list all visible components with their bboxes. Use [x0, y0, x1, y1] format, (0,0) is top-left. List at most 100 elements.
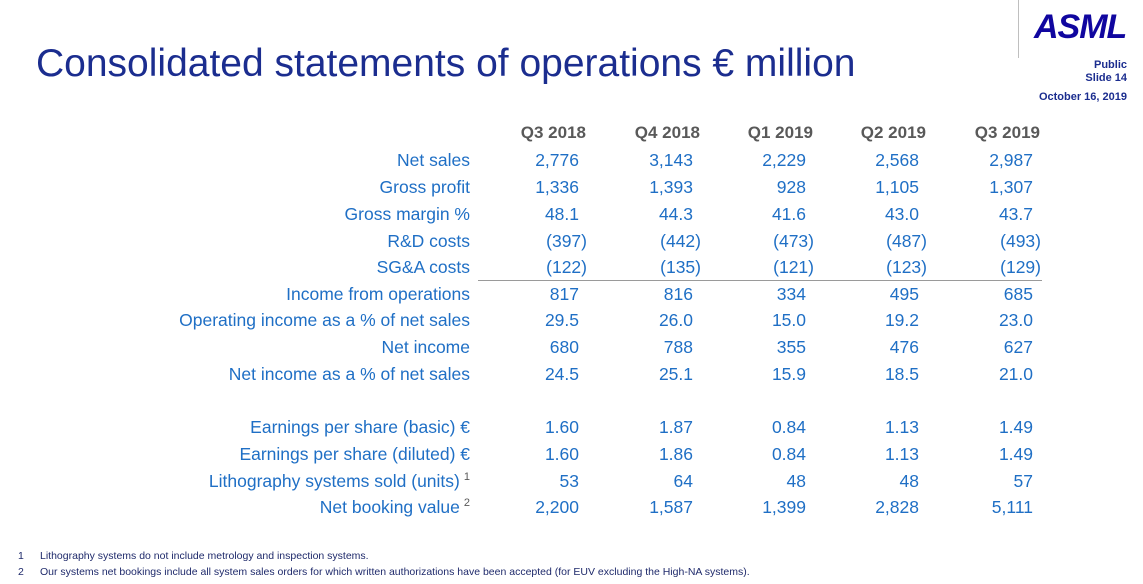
table-cell: (135)	[660, 257, 701, 277]
column-header: Q3 2018	[520, 123, 586, 142]
row-label: Gross margin %	[345, 204, 470, 225]
table-cell: 1.13	[884, 417, 919, 437]
table-cell: 627	[1003, 337, 1033, 357]
table-cell: 2,568	[875, 150, 919, 170]
footnote-text: Lithography systems do not include metro…	[40, 550, 369, 562]
slide-date: October 16, 2019	[1038, 91, 1127, 103]
table-cell: 44.3	[658, 204, 693, 224]
table-cell: 495	[889, 284, 919, 304]
footnote-ref: 2	[463, 497, 470, 510]
table-cell: 1.86	[658, 444, 693, 464]
column-header: Q2 2019	[860, 123, 926, 142]
table-cell: 3,143	[649, 150, 693, 170]
table-cell: 0.84	[771, 444, 806, 464]
table-cell: (122)	[546, 257, 587, 277]
table-cell: 1.60	[544, 444, 579, 464]
row-label: Net booking value 2	[320, 497, 470, 518]
footnote-text: Our systems net bookings include all sys…	[40, 566, 750, 578]
row-label-text: Gross margin %	[344, 204, 470, 224]
column-header: Q1 2019	[747, 123, 813, 142]
table-cell: 1.49	[998, 417, 1033, 437]
table-cell: (129)	[1000, 257, 1041, 277]
table-cell: 1,399	[762, 497, 806, 517]
row-label: Net sales	[397, 150, 470, 171]
row-label: Lithography systems sold (units) 1	[209, 471, 470, 492]
table-cell: (442)	[660, 231, 701, 251]
table-cell: 29.5	[544, 310, 579, 330]
table-cell: 788	[663, 337, 693, 357]
row-label: Net income	[381, 337, 470, 358]
table-cell: 2,200	[535, 497, 579, 517]
row-label: Earnings per share (diluted) €	[239, 444, 470, 465]
table-cell: 2,828	[875, 497, 919, 517]
classification-label: Public	[1093, 59, 1127, 71]
table-cell: 15.0	[771, 310, 806, 330]
table-cell: (487)	[886, 231, 927, 251]
row-label-text: Net income	[381, 337, 470, 357]
table-cell: 25.1	[658, 364, 693, 384]
table-cell: 15.9	[771, 364, 806, 384]
column-header: Q3 2019	[974, 123, 1040, 142]
table-cell: 43.0	[884, 204, 919, 224]
row-label: Operating income as a % of net sales	[179, 310, 470, 331]
table-cell: 476	[889, 337, 919, 357]
table-cell: 48	[899, 471, 919, 491]
table-cell: 0.84	[771, 417, 806, 437]
table-cell: 53	[559, 471, 579, 491]
table-cell: 817	[549, 284, 579, 304]
row-label-text: Earnings per share (diluted) €	[239, 444, 470, 464]
table-cell: 355	[776, 337, 806, 357]
table-cell: 1.60	[544, 417, 579, 437]
row-label: Earnings per share (basic) €	[250, 417, 470, 438]
table-cell: 2,987	[989, 150, 1033, 170]
table-cell: 1.49	[998, 444, 1033, 464]
table-cell: 685	[1003, 284, 1033, 304]
table-cell: 43.7	[998, 204, 1033, 224]
table-cell: 19.2	[884, 310, 919, 330]
row-label-text: SG&A costs	[376, 257, 470, 277]
table-cell: 57	[1013, 471, 1033, 491]
column-header: Q4 2018	[634, 123, 700, 142]
table-cell: 1,587	[649, 497, 693, 517]
table-cell: 816	[663, 284, 693, 304]
table-cell: 1.87	[658, 417, 693, 437]
corner-divider	[1018, 0, 1019, 58]
footnote-ref: 1	[463, 471, 470, 484]
table-cell: 48.1	[544, 204, 579, 224]
table-cell: 928	[776, 177, 806, 197]
table-cell: (397)	[546, 231, 587, 251]
footnote-number: 2	[18, 566, 24, 578]
row-label-text: Net income as a % of net sales	[228, 364, 470, 384]
table-separator	[478, 280, 1042, 281]
table-cell: 2,229	[762, 150, 806, 170]
row-label-text: Gross profit	[379, 177, 470, 197]
table-cell: 680	[549, 337, 579, 357]
table-cell: (473)	[773, 231, 814, 251]
table-cell: 24.5	[544, 364, 579, 384]
row-label: SG&A costs	[377, 257, 470, 278]
table-cell: 1,393	[649, 177, 693, 197]
page-title: Consolidated statements of operations € …	[36, 42, 856, 85]
row-label-text: Lithography systems sold (units)	[208, 471, 460, 491]
row-label: Gross profit	[380, 177, 470, 198]
row-label: R&D costs	[387, 231, 470, 252]
table-cell: (121)	[773, 257, 814, 277]
table-cell: 23.0	[998, 310, 1033, 330]
table-cell: 21.0	[998, 364, 1033, 384]
table-cell: 2,776	[535, 150, 579, 170]
row-label-text: R&D costs	[387, 231, 470, 251]
table-cell: 26.0	[658, 310, 693, 330]
table-cell: 18.5	[884, 364, 919, 384]
row-label-text: Earnings per share (basic) €	[250, 417, 470, 437]
row-label-text: Net sales	[397, 150, 470, 170]
table-cell: 41.6	[771, 204, 806, 224]
table-cell: (123)	[886, 257, 927, 277]
table-cell: 48	[786, 471, 806, 491]
row-label-text: Net booking value	[319, 497, 460, 517]
table-cell: 1,336	[535, 177, 579, 197]
table-cell: 1,307	[989, 177, 1033, 197]
table-cell: 1,105	[875, 177, 919, 197]
footnote-number: 1	[18, 550, 24, 562]
table-cell: 5,111	[991, 497, 1033, 517]
table-cell: 334	[776, 284, 806, 304]
